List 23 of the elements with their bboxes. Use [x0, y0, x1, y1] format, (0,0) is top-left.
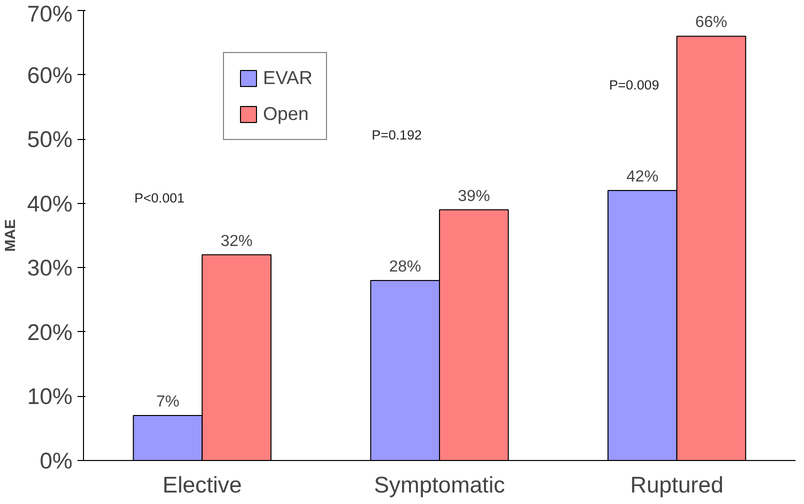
data-label: 28% [389, 258, 422, 276]
y-axis-title: MAE [3, 218, 20, 252]
annotation: P=0.009 [609, 78, 660, 92]
y-tick-label: 50% [27, 126, 73, 152]
data-label: 7% [156, 394, 180, 410]
y-tick-label: 0% [40, 448, 73, 474]
y-tick-label: 10% [27, 383, 73, 410]
y-tick-label: 40% [27, 190, 73, 216]
y-tick-label: 60% [27, 62, 73, 88]
data-label: 42% [626, 168, 658, 186]
y-tick-label: 70% [27, 0, 73, 26]
y-tick-label: 30% [27, 254, 73, 281]
data-label: 66% [695, 14, 728, 32]
data-label: 39% [458, 188, 490, 205]
annotation: P=0.192 [372, 128, 422, 142]
y-tick-label: 20% [27, 318, 73, 345]
annotation: P<0.001 [134, 190, 184, 206]
legend-label: Open [263, 103, 309, 125]
legend-label: EVAR [263, 67, 312, 89]
data-label: 32% [220, 232, 253, 250]
x-tick-label: Symptomatic [374, 472, 505, 498]
x-tick-label: Ruptured [630, 472, 724, 498]
x-tick-label: Elective [162, 472, 242, 498]
